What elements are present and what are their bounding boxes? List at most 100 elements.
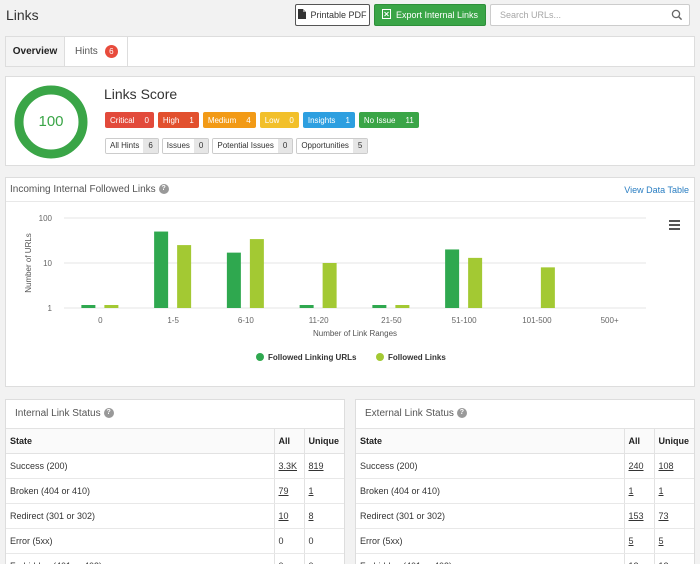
- column-state[interactable]: State: [6, 428, 274, 454]
- x-tick-label: 11-20: [309, 316, 329, 325]
- state-cell: Broken (404 or 410): [356, 478, 624, 504]
- all-count-cell: 10: [273, 503, 304, 529]
- severity-badges: Critical 0 High 1 Medium 4 Low 0 Insights 1 N…: [105, 112, 419, 128]
- bar[interactable]: [468, 257, 483, 308]
- bar[interactable]: [177, 245, 192, 308]
- column-all[interactable]: All: [273, 428, 304, 454]
- severity-count: 4: [246, 115, 251, 125]
- all-count-link[interactable]: 240: [628, 461, 644, 471]
- unique-count-link[interactable]: 1: [658, 486, 664, 496]
- unique-count-link[interactable]: 819: [308, 461, 324, 471]
- view-data-table-link[interactable]: View Data Table: [624, 185, 689, 195]
- severity-count: 1: [345, 115, 350, 125]
- filter-all-hints[interactable]: All Hints 6: [105, 138, 159, 154]
- severity-insights[interactable]: Insights 1: [302, 112, 355, 128]
- legend-marker[interactable]: [256, 353, 264, 361]
- export-label: Export Internal Links: [395, 10, 479, 20]
- bar[interactable]: [372, 305, 387, 308]
- export-internal-links-button[interactable]: Export Internal Links: [374, 4, 486, 26]
- filter-label: Issues: [162, 139, 194, 153]
- bar[interactable]: [322, 263, 337, 308]
- filter-issues[interactable]: Issues 0: [161, 138, 210, 154]
- filter-label: Opportunities: [297, 139, 353, 153]
- top-bar: Links Printable PDF Export Internal Link…: [0, 0, 700, 34]
- internal-table-body: Success (200) 3.3K 819 Broken (404 or 410) 7…: [6, 453, 344, 564]
- unique-count-link[interactable]: 73: [658, 511, 669, 521]
- bar[interactable]: [81, 305, 96, 308]
- unique-count-link[interactable]: 5: [658, 536, 664, 546]
- help-icon[interactable]: ?: [158, 184, 169, 195]
- bar[interactable]: [299, 305, 314, 308]
- all-count-link[interactable]: 5: [628, 536, 634, 546]
- state-cell: Redirect (301 or 302): [356, 503, 624, 529]
- all-count-link[interactable]: 12: [629, 561, 639, 564]
- tab-hints[interactable]: Hints 6: [66, 37, 128, 66]
- severity-critical[interactable]: Critical 0: [105, 112, 154, 128]
- state-cell: Error (5xx): [356, 528, 624, 554]
- severity-label: Critical: [110, 115, 135, 125]
- all-count-link[interactable]: 79: [278, 486, 289, 496]
- internal-table-header: Internal Link Status?: [6, 400, 344, 428]
- unique-count-link[interactable]: 1: [308, 486, 314, 496]
- severity-high[interactable]: High 1: [157, 112, 199, 128]
- unique-count-link[interactable]: 8: [308, 511, 314, 521]
- bar[interactable]: [445, 249, 460, 308]
- severity-medium[interactable]: Medium 4: [202, 112, 256, 128]
- bar[interactable]: [226, 252, 241, 308]
- severity-no-issue[interactable]: No Issue 11: [358, 112, 419, 128]
- menu-icon[interactable]: [669, 220, 680, 230]
- unique-count-link[interactable]: 12: [659, 561, 669, 564]
- severity-label: Low: [264, 115, 280, 125]
- search-icon[interactable]: [671, 9, 683, 24]
- tab-hints-label: Hints: [75, 46, 98, 57]
- all-count-link[interactable]: 1: [628, 486, 634, 496]
- table-row: Success (200) 240 108: [356, 453, 694, 479]
- severity-label: Medium: [207, 115, 237, 125]
- all-count-cell: 79: [273, 478, 304, 504]
- severity-label: Insights: [307, 115, 336, 125]
- bar[interactable]: [104, 305, 119, 308]
- help-icon[interactable]: ?: [103, 408, 114, 419]
- all-count-cell: 5: [623, 528, 654, 554]
- unique-count-cell: 0: [303, 553, 344, 564]
- column-unique[interactable]: Unique: [653, 428, 694, 454]
- external-table-body: Success (200) 240 108 Broken (404 or 410) 1 1…: [356, 453, 694, 564]
- all-count-link[interactable]: 153: [628, 511, 644, 521]
- all-count-link[interactable]: 3.3K: [278, 461, 298, 471]
- bar[interactable]: [540, 267, 555, 308]
- all-count-cell: 240: [623, 453, 654, 479]
- state-cell: Error (5xx): [6, 528, 274, 554]
- filter-count: 0: [193, 139, 209, 153]
- table-row: Broken (404 or 410) 79 1: [6, 478, 344, 504]
- legend-marker[interactable]: [376, 353, 384, 361]
- all-count-cell: 1: [623, 478, 654, 504]
- column-state[interactable]: State: [356, 428, 624, 454]
- y-tick-label: 10: [43, 259, 52, 268]
- unique-count-link[interactable]: 108: [658, 461, 674, 471]
- filter-opportunities[interactable]: Opportunities 5: [296, 138, 369, 154]
- all-count-cell: 153: [623, 503, 654, 529]
- legend-label: Followed Linking URLs: [268, 353, 357, 362]
- search-box: [490, 4, 690, 26]
- bar[interactable]: [395, 305, 410, 308]
- all-count-link[interactable]: 10: [278, 511, 289, 521]
- table-header-row: State All Unique: [6, 428, 344, 454]
- bar[interactable]: [154, 231, 169, 308]
- unique-count-cell: 8: [303, 503, 344, 529]
- help-icon[interactable]: ?: [456, 408, 467, 419]
- tab-overview[interactable]: Overview: [6, 37, 65, 66]
- printable-pdf-button[interactable]: Printable PDF: [295, 4, 370, 26]
- unique-count-cell: 0: [303, 528, 344, 554]
- filter-potential-issues[interactable]: Potential Issues 0: [212, 138, 294, 154]
- score-title: Links Score: [104, 86, 178, 102]
- x-tick-label: 101-500: [522, 316, 552, 325]
- column-all[interactable]: All: [623, 428, 654, 454]
- y-axis-title: Number of URLs: [24, 233, 33, 293]
- severity-low[interactable]: Low 0: [259, 112, 299, 128]
- search-input[interactable]: [491, 5, 661, 25]
- state-cell: Forbidden (401 or 403): [356, 553, 624, 564]
- hints-count-badge: 6: [104, 45, 118, 58]
- file-icon: [298, 9, 307, 21]
- bar[interactable]: [249, 239, 264, 308]
- column-unique[interactable]: Unique: [303, 428, 344, 454]
